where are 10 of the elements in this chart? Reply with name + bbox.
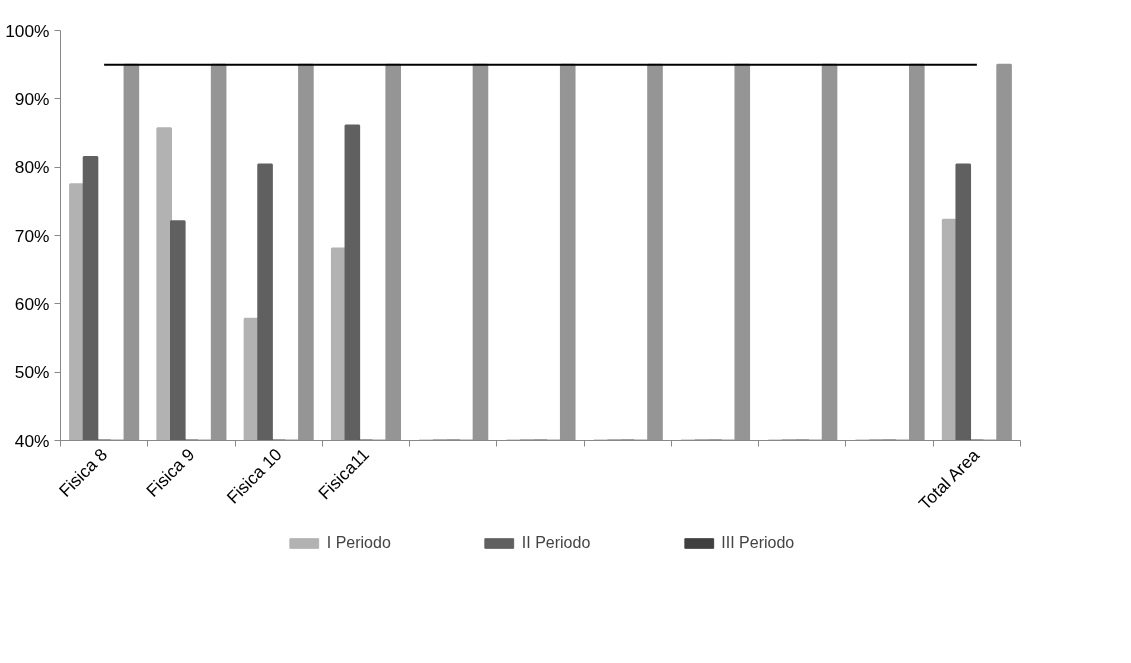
y-tick-label: 100% <box>5 20 50 41</box>
y-tick-label: 60% <box>14 293 50 314</box>
y-tick-label: 90% <box>14 88 50 109</box>
legend-label: III Periodo <box>721 534 795 552</box>
y-tick-label: 80% <box>14 157 50 178</box>
y-tick-label: 70% <box>14 225 50 246</box>
legend-label: I Periodo <box>326 534 391 552</box>
legend-label: II Periodo <box>521 534 591 552</box>
y-tick-label: 50% <box>14 362 50 383</box>
y-tick-label: 40% <box>14 430 50 451</box>
